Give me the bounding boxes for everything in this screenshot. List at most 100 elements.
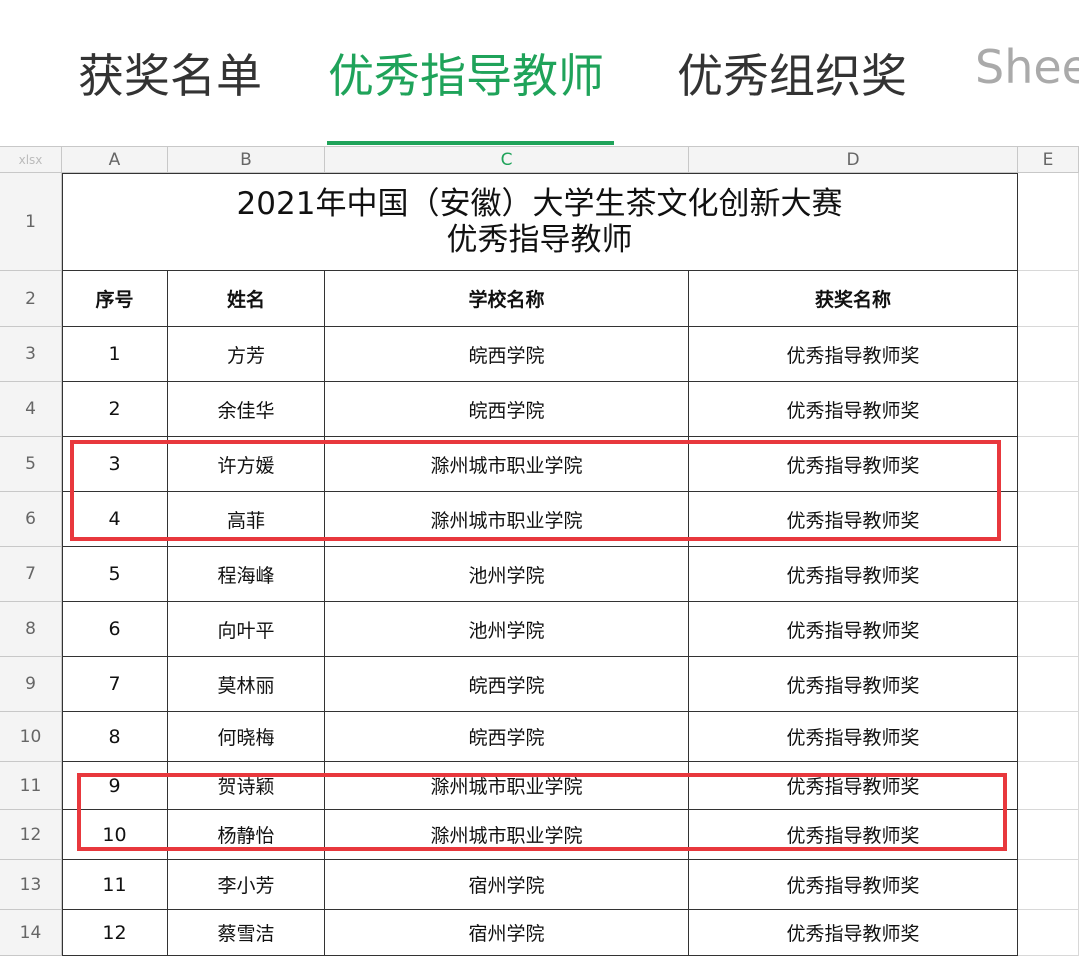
row-header[interactable]: 10: [0, 712, 62, 762]
table-cell: 6: [62, 602, 168, 657]
row-header[interactable]: 13: [0, 860, 62, 910]
table-cell: 许方媛: [168, 437, 325, 492]
row-header[interactable]: 2: [0, 271, 62, 327]
table-cell: 5: [62, 547, 168, 602]
empty-cell: [1018, 657, 1079, 712]
table-cell: 优秀指导教师奖: [689, 712, 1018, 762]
table-cell: 滁州城市职业学院: [325, 492, 689, 547]
table-cell: 优秀指导教师奖: [689, 327, 1018, 382]
sheet-tab[interactable]: 获奖名单: [78, 49, 262, 103]
table-cell: 杨静怡: [168, 810, 325, 860]
row-header[interactable]: 4: [0, 382, 62, 437]
table-cell: 优秀指导教师奖: [689, 437, 1018, 492]
title-line: 优秀指导教师: [446, 221, 633, 258]
grid-left-line: [62, 173, 63, 956]
table-cell: 优秀指导教师奖: [689, 860, 1018, 910]
table-cell: 贺诗颖: [168, 762, 325, 810]
empty-cell: [1018, 712, 1079, 762]
table-cell: 1: [62, 327, 168, 382]
row-header[interactable]: 7: [0, 547, 62, 602]
table-cell: 优秀指导教师奖: [689, 810, 1018, 860]
table-cell: 滁州城市职业学院: [325, 810, 689, 860]
table-cell: 蔡雪洁: [168, 910, 325, 956]
table-header: 学校名称: [325, 271, 689, 327]
table-cell: 方芳: [168, 327, 325, 382]
row-header[interactable]: 14: [0, 910, 62, 956]
table-cell: 优秀指导教师奖: [689, 762, 1018, 810]
table-cell: 7: [62, 657, 168, 712]
row-header[interactable]: 8: [0, 602, 62, 657]
column-header[interactable]: E: [1018, 147, 1079, 173]
empty-cell: [1018, 810, 1079, 860]
table-header: 获奖名称: [689, 271, 1018, 327]
table-cell: 优秀指导教师奖: [689, 547, 1018, 602]
table-cell: 优秀指导教师奖: [689, 657, 1018, 712]
row-header[interactable]: 5: [0, 437, 62, 492]
empty-cell: [1018, 910, 1079, 956]
sheet-tab[interactable]: 优秀组织奖: [677, 49, 907, 103]
row-header[interactable]: 9: [0, 657, 62, 712]
table-cell: 优秀指导教师奖: [689, 382, 1018, 437]
row-header[interactable]: 1: [0, 173, 62, 271]
table-cell: 皖西学院: [325, 657, 689, 712]
table-cell: 4: [62, 492, 168, 547]
table-cell: 9: [62, 762, 168, 810]
table-cell: 高菲: [168, 492, 325, 547]
table-cell: 莫林丽: [168, 657, 325, 712]
table-cell: 滁州城市职业学院: [325, 437, 689, 492]
column-header[interactable]: A: [62, 147, 168, 173]
row-header[interactable]: 12: [0, 810, 62, 860]
tab-bar: [0, 0, 1079, 145]
table-cell: 向叶平: [168, 602, 325, 657]
corner-label: xlsx: [0, 147, 62, 173]
table-cell: 皖西学院: [325, 382, 689, 437]
column-header[interactable]: D: [689, 147, 1018, 173]
column-header[interactable]: C: [325, 147, 689, 173]
table-cell: 何晓梅: [168, 712, 325, 762]
row-header[interactable]: 6: [0, 492, 62, 547]
table-cell: 优秀指导教师奖: [689, 602, 1018, 657]
empty-cell: [1018, 327, 1079, 382]
table-cell: 3: [62, 437, 168, 492]
empty-cell: [1018, 382, 1079, 437]
header-line: [0, 146, 1079, 147]
highlight-box: [70, 440, 1001, 541]
highlight-box: [77, 773, 1007, 851]
empty-cell: [1018, 437, 1079, 492]
empty-cell: [1018, 860, 1079, 910]
row-header[interactable]: 11: [0, 762, 62, 810]
column-header[interactable]: B: [168, 147, 325, 173]
table-cell: 优秀指导教师奖: [689, 492, 1018, 547]
table-cell: 8: [62, 712, 168, 762]
table-cell: 李小芳: [168, 860, 325, 910]
sheet-tab[interactable]: Shee: [975, 40, 1079, 94]
table-cell: 池州学院: [325, 602, 689, 657]
table-header: 序号: [62, 271, 168, 327]
empty-cell: [1018, 762, 1079, 810]
table-cell: 2: [62, 382, 168, 437]
table-cell: 宿州学院: [325, 860, 689, 910]
empty-cell: [1018, 547, 1079, 602]
empty-cell: [1018, 271, 1079, 327]
empty-cell: [1018, 492, 1079, 547]
table-cell: 池州学院: [325, 547, 689, 602]
table-cell: 余佳华: [168, 382, 325, 437]
grid-top-line: [62, 173, 1018, 174]
table-cell: 10: [62, 810, 168, 860]
table-cell: 程海峰: [168, 547, 325, 602]
empty-cell: [1018, 173, 1079, 271]
row-header[interactable]: 3: [0, 327, 62, 382]
table-cell: 优秀指导教师奖: [689, 910, 1018, 956]
table-cell: 皖西学院: [325, 712, 689, 762]
title-cell: 2021年中国（安徽）大学生茶文化创新大赛 优秀指导教师: [62, 173, 1018, 271]
empty-cell: [1018, 602, 1079, 657]
table-cell: 皖西学院: [325, 327, 689, 382]
table-header: 姓名: [168, 271, 325, 327]
table-cell: 12: [62, 910, 168, 956]
table-cell: 滁州城市职业学院: [325, 762, 689, 810]
table-cell: 宿州学院: [325, 910, 689, 956]
sheet-tab[interactable]: 优秀指导教师: [328, 49, 604, 103]
active-tab-indicator: [327, 141, 614, 145]
table-cell: 11: [62, 860, 168, 910]
